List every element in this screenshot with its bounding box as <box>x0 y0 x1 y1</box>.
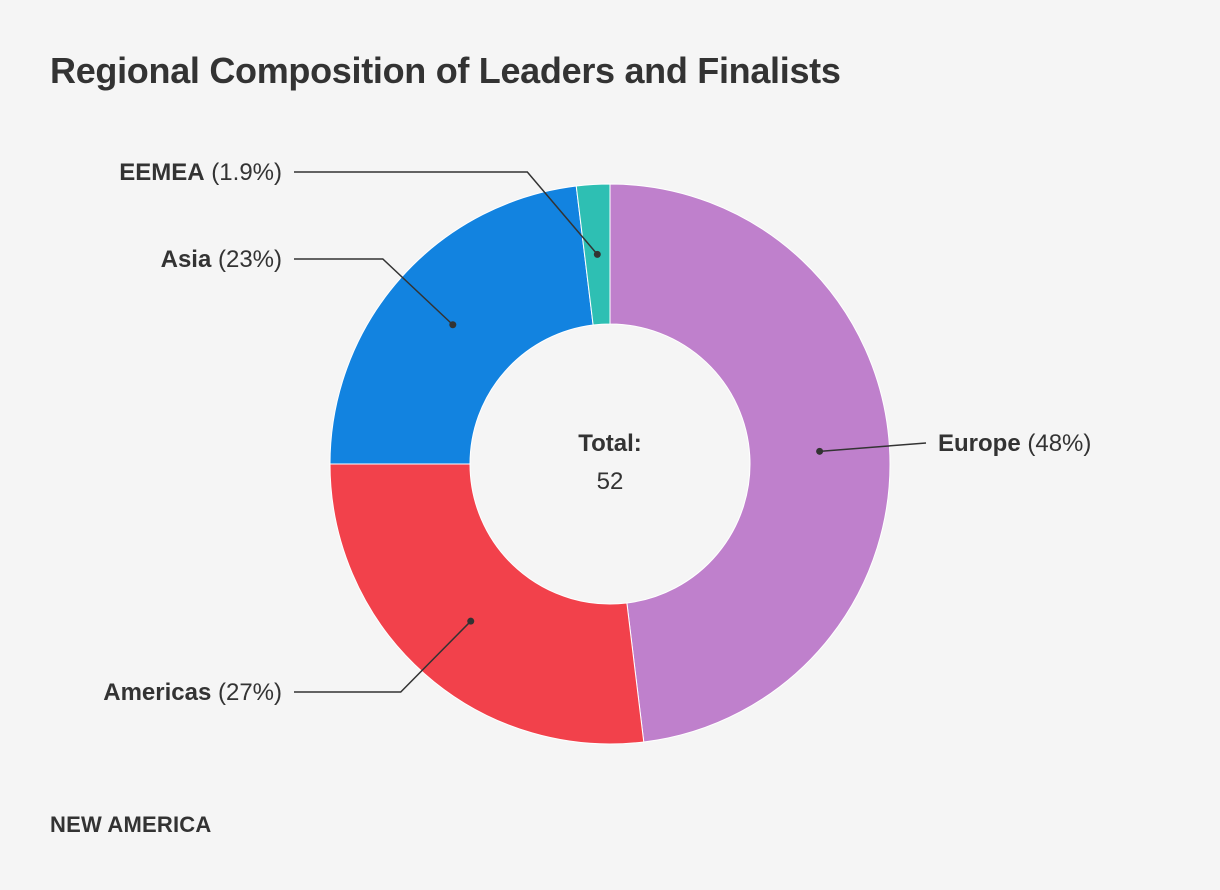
center-total-value: 52 <box>597 468 624 495</box>
leader-line-americas <box>294 620 472 693</box>
slice-label-percent: (1.9%) <box>205 159 282 186</box>
slices-layer <box>329 183 891 745</box>
chart-title: Regional Composition of Leaders and Fina… <box>50 50 841 91</box>
slice-label-percent: (27%) <box>211 679 282 706</box>
center-total-label: Total: <box>578 430 642 457</box>
slice-americas <box>329 463 645 745</box>
slice-asia <box>329 185 594 465</box>
slice-label-name: Asia <box>161 246 212 273</box>
brand-logo: NEW AMERICA <box>50 812 212 837</box>
slice-label-asia: Asia (23%) <box>161 246 282 273</box>
leader-line-europe <box>819 442 927 453</box>
slice-label-name: Americas <box>103 679 211 706</box>
slice-label-name: Europe <box>938 430 1021 457</box>
slice-eemea <box>575 183 611 326</box>
slice-labels-layer: Europe (48%) Americas (27%) Asia (23%) EEME… <box>103 159 1091 706</box>
leader-lines-layer <box>294 171 927 693</box>
slice-label-percent: (23%) <box>211 246 282 273</box>
leader-line-eemea <box>294 171 598 255</box>
leader-line-asia <box>294 258 454 326</box>
slice-label-percent: (48%) <box>1021 430 1092 457</box>
slice-label-name: EEMEA <box>119 159 204 186</box>
slice-label-eemea: EEMEA (1.9%) <box>119 159 282 186</box>
slice-label-americas: Americas (27%) <box>103 679 282 706</box>
slice-label-europe: Europe (48%) <box>938 430 1091 457</box>
slice-europe <box>609 183 891 743</box>
